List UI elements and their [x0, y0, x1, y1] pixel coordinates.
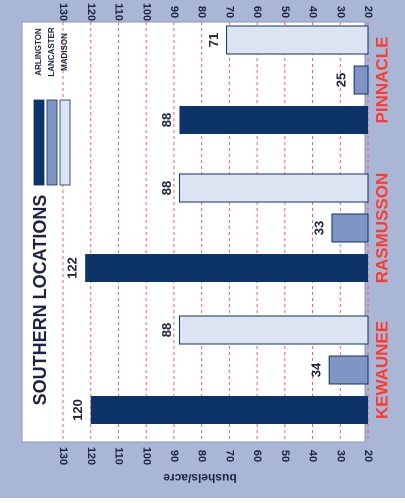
category-label-rasmusson: RASMUSSON: [372, 173, 391, 284]
tick-label-bottom-120: 120: [85, 447, 97, 465]
legend-swatch-arlington: [33, 99, 45, 186]
category-label-pinnacle: PINNACLE: [372, 37, 391, 124]
bar-madison-pinnacle: [226, 25, 369, 55]
value-label-arlington-pinnacle: 88: [159, 113, 174, 127]
legend-label-madison: MADISON: [60, 33, 69, 71]
tick-label-bottom-30: 30: [334, 450, 346, 462]
value-label-lancaster-kewaunee: 34: [309, 362, 324, 377]
y-axis-label: bushels/acre: [163, 471, 237, 485]
tick-label-top-110: 110: [113, 3, 125, 21]
value-label-lancaster-pinnacle: 25: [334, 73, 349, 87]
bar-lancaster-kewaunee: [328, 355, 369, 385]
tick-label-top-30: 30: [334, 6, 346, 18]
value-label-arlington-rasmusson: 122: [65, 257, 80, 279]
tick-label-top-120: 120: [85, 3, 97, 21]
bar-madison-kewaunee: [178, 315, 369, 345]
tick-label-bottom-40: 40: [307, 450, 319, 462]
bar-lancaster-pinnacle: [353, 65, 369, 95]
legend-swatch-lancaster: [46, 99, 58, 186]
tick-label-bottom-50: 50: [279, 450, 291, 462]
tick-label-top-40: 40: [307, 6, 319, 18]
bar-arlington-rasmusson: [85, 254, 368, 282]
value-label-madison-pinnacle: 71: [206, 33, 221, 47]
tick-label-top-60: 60: [251, 6, 263, 18]
tick-label-bottom-130: 130: [57, 447, 69, 465]
tick-label-bottom-20: 20: [362, 450, 374, 462]
tick-label-top-100: 100: [140, 3, 152, 21]
tick-label-top-50: 50: [279, 6, 291, 18]
tick-label-bottom-100: 100: [140, 447, 152, 465]
tick-label-bottom-70: 70: [223, 450, 235, 462]
bar-lancaster-rasmusson: [331, 213, 369, 243]
tick-label-bottom-60: 60: [251, 450, 263, 462]
value-label-madison-rasmusson: 88: [159, 181, 174, 195]
category-label-kewaunee: KEWAUNEE: [372, 321, 391, 419]
tick-label-top-90: 90: [168, 6, 180, 18]
value-label-arlington-kewaunee: 120: [70, 399, 85, 421]
tick-label-top-70: 70: [223, 6, 235, 18]
legend-swatch-madison: [59, 99, 71, 186]
legend-label-arlington: ARLINGTON: [34, 28, 43, 76]
tick-label-top-130: 130: [57, 3, 69, 21]
tick-label-top-20: 20: [362, 6, 374, 18]
legend-label-lancaster: LANCASTER: [47, 27, 56, 77]
bar-arlington-pinnacle: [179, 106, 368, 134]
bar-madison-rasmusson: [178, 173, 369, 203]
plot-area: [21, 21, 366, 443]
tick-label-bottom-80: 80: [196, 450, 208, 462]
value-label-madison-kewaunee: 88: [159, 323, 174, 337]
tick-label-bottom-90: 90: [168, 450, 180, 462]
chart-title: SOUTHERN LOCATIONS: [30, 195, 50, 406]
tick-label-bottom-110: 110: [113, 447, 125, 465]
value-label-lancaster-rasmusson: 33: [311, 221, 326, 235]
tick-label-top-80: 80: [196, 6, 208, 18]
bar-arlington-kewaunee: [90, 396, 369, 424]
